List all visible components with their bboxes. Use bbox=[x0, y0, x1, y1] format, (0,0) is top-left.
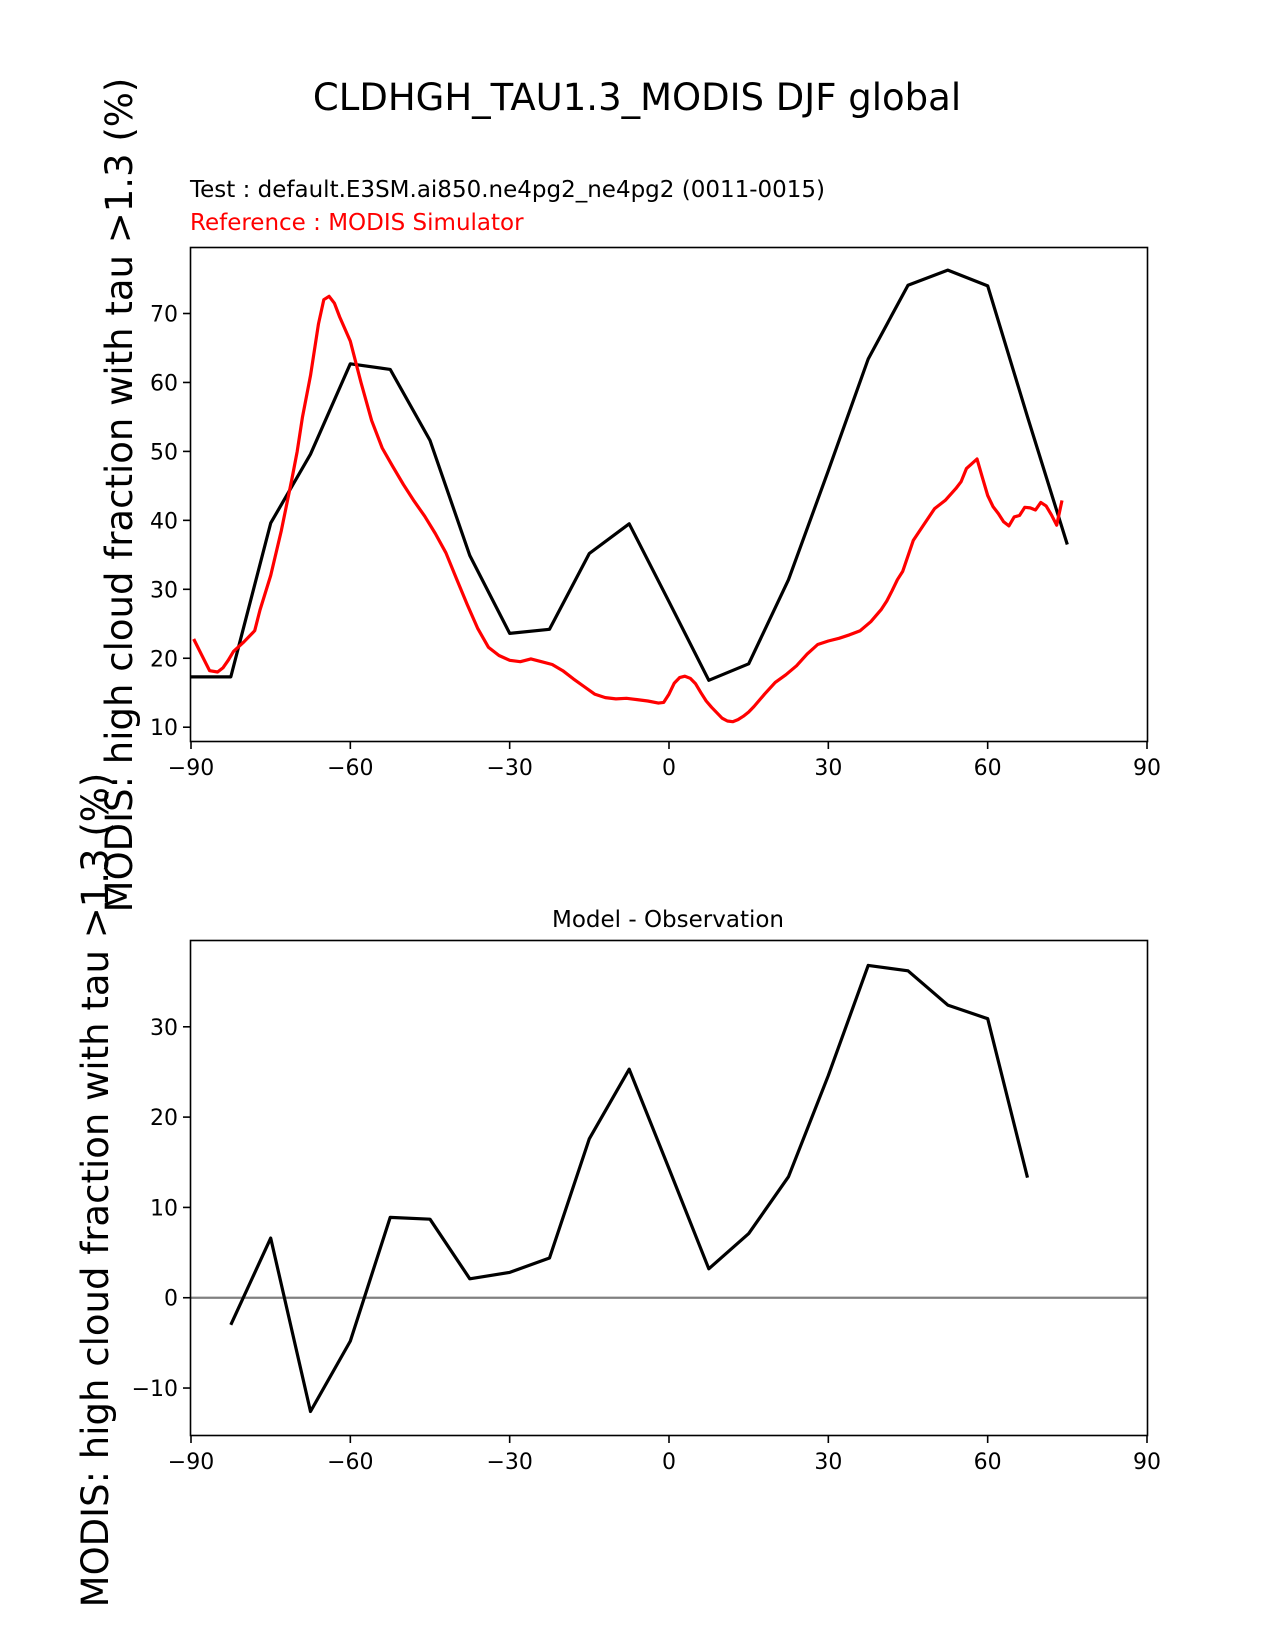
top-x-tick-label: −60 bbox=[327, 756, 373, 781]
top-y-axis-label: MODIS: high cloud fraction with tau >1.3… bbox=[98, 78, 141, 913]
top-series-reference-line bbox=[192, 294, 1064, 724]
reference-label: Reference : MODIS Simulator bbox=[190, 210, 524, 236]
bottom-y-tick-label: −10 bbox=[132, 1377, 178, 1402]
bottom-x-tick-label: 90 bbox=[1133, 1450, 1161, 1475]
top-y-tick-label: 40 bbox=[150, 509, 178, 534]
top-y-tick-label: 70 bbox=[150, 303, 178, 328]
top-x-tick-label: 30 bbox=[814, 756, 842, 781]
top-x-axis: −90 −60 −30 0 30 60 90 bbox=[168, 741, 1161, 781]
top-y-tick-label: 20 bbox=[150, 647, 178, 672]
bottom-series-difference-line bbox=[229, 963, 1030, 1414]
top-x-tick-label: 90 bbox=[1133, 756, 1161, 781]
top-series-test-line bbox=[191, 268, 1069, 682]
top-y-tick-label: 60 bbox=[150, 371, 178, 396]
bottom-y-axis-label: MODIS: high cloud fraction with tau >1.3… bbox=[74, 773, 117, 1608]
bottom-x-tick-label: −90 bbox=[168, 1450, 214, 1475]
bottom-y-tick-label: 20 bbox=[150, 1106, 178, 1131]
top-x-tick-label: 0 bbox=[662, 756, 676, 781]
bottom-y-axis: −10 0 10 20 30 bbox=[132, 1016, 191, 1402]
bottom-y-tick-label: 10 bbox=[150, 1196, 178, 1221]
bottom-x-tick-label: −60 bbox=[327, 1450, 373, 1475]
bottom-y-tick-label: 30 bbox=[150, 1016, 178, 1041]
top-y-tick-label: 50 bbox=[150, 440, 178, 465]
test-label: Test : default.E3SM.ai850.ne4pg2_ne4pg2 … bbox=[189, 177, 825, 203]
top-plot-content bbox=[191, 268, 1069, 724]
top-panel: Test : default.E3SM.ai850.ne4pg2_ne4pg2 … bbox=[98, 78, 1161, 913]
bottom-plot-content bbox=[191, 963, 1147, 1414]
top-y-tick-label: 30 bbox=[150, 578, 178, 603]
bottom-x-tick-label: 30 bbox=[814, 1450, 842, 1475]
bottom-x-tick-label: 0 bbox=[662, 1450, 676, 1475]
bottom-x-tick-label: −30 bbox=[486, 1450, 532, 1475]
bottom-y-tick-label: 0 bbox=[164, 1287, 178, 1312]
bottom-x-axis: −90 −60 −30 0 30 60 90 bbox=[168, 1435, 1161, 1475]
top-y-tick-label: 10 bbox=[150, 716, 178, 741]
bottom-title: Model - Observation bbox=[552, 907, 784, 933]
top-x-tick-label: −30 bbox=[486, 756, 532, 781]
figure-title: CLDHGH_TAU1.3_MODIS DJF global bbox=[313, 76, 961, 119]
bottom-panel: Model - Observation −90 −60 −30 0 30 60 90 −10… bbox=[74, 773, 1161, 1608]
top-x-tick-label: −90 bbox=[168, 756, 214, 781]
top-x-tick-label: 60 bbox=[974, 756, 1002, 781]
top-y-axis: 10 20 30 40 50 60 70 bbox=[150, 303, 191, 741]
bottom-x-tick-label: 60 bbox=[974, 1450, 1002, 1475]
